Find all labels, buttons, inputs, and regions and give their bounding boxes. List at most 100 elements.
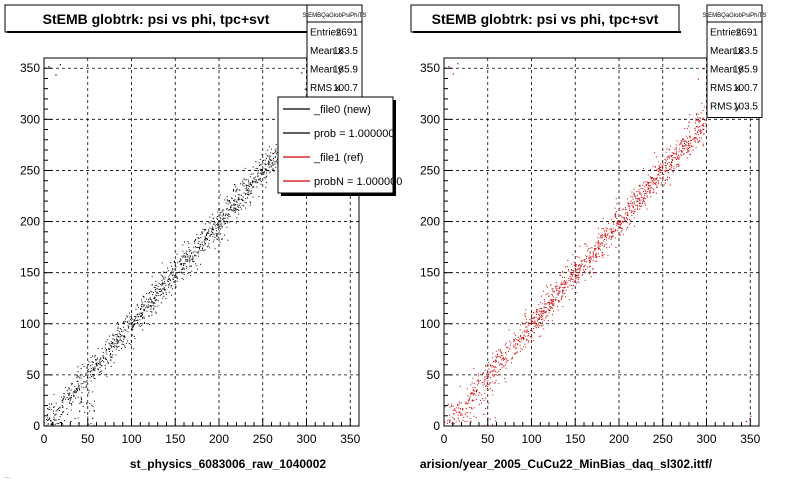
scatter-point	[91, 364, 93, 366]
scatter-point	[686, 137, 688, 139]
scatter-point	[610, 238, 612, 240]
scatter-point	[129, 316, 131, 318]
legend-label: probN = 1.000000	[314, 176, 402, 188]
scatter-point	[78, 389, 80, 391]
scatter-point	[243, 182, 245, 184]
scatter-point	[173, 280, 175, 282]
scatter-point	[530, 329, 532, 331]
scatter-point	[484, 380, 486, 382]
scatter-point	[479, 392, 481, 394]
scatter-point	[667, 156, 669, 158]
scatter-point	[698, 137, 700, 139]
scatter-point	[586, 266, 588, 268]
scatter-point	[680, 143, 682, 145]
scatter-point	[165, 285, 167, 287]
scatter-point	[144, 308, 146, 310]
scatter-point	[55, 74, 57, 76]
scatter-point	[578, 273, 580, 275]
scatter-point	[540, 311, 542, 313]
scatter-point	[458, 407, 460, 409]
scatter-point	[263, 177, 265, 179]
scatter-point	[703, 133, 705, 135]
scatter-point	[492, 394, 494, 396]
scatter-point	[186, 267, 188, 269]
scatter-point	[152, 292, 154, 294]
scatter-point	[483, 413, 485, 415]
scatter-point	[175, 266, 177, 268]
scatter-point	[452, 409, 454, 411]
scatter-point	[134, 316, 136, 318]
scatter-point	[204, 229, 206, 231]
scatter-point	[544, 311, 546, 313]
scatter-point	[236, 201, 238, 203]
scatter-point	[63, 396, 65, 398]
scatter-point	[697, 141, 699, 143]
scatter-point	[228, 213, 230, 215]
scatter-point	[147, 299, 149, 301]
scatter-point	[681, 144, 683, 146]
scatter-point	[580, 263, 582, 265]
scatter-point	[664, 165, 666, 167]
scatter-point	[174, 284, 176, 286]
scatter-point	[457, 414, 459, 416]
scatter-point	[602, 234, 604, 236]
scatter-point	[562, 287, 564, 289]
scatter-point	[543, 290, 545, 292]
scatter-point	[664, 158, 666, 160]
scatter-point	[520, 350, 522, 352]
scatter-point	[59, 406, 61, 408]
scatter-point	[524, 343, 526, 345]
scatter-point	[101, 348, 103, 350]
scatter-point	[155, 312, 157, 314]
scatter-point	[128, 323, 130, 325]
scatter-point	[567, 286, 569, 288]
scatter-point	[168, 284, 170, 286]
scatter-point	[612, 221, 614, 223]
scatter-point	[533, 317, 535, 319]
x-tick-label: 200	[209, 432, 229, 446]
scatter-point	[235, 222, 237, 224]
scatter-point	[526, 326, 528, 328]
scatter-point	[199, 243, 201, 245]
scatter-point	[505, 353, 507, 355]
scatter-point	[53, 410, 55, 412]
scatter-point	[575, 271, 577, 273]
scatter-point	[49, 406, 51, 408]
scatter-point	[108, 350, 110, 352]
scatter-point	[132, 323, 134, 325]
scatter-point	[146, 310, 148, 312]
scatter-point	[207, 245, 209, 247]
scatter-point	[565, 281, 567, 283]
scatter-point	[140, 315, 142, 317]
scatter-point	[600, 234, 602, 236]
scatter-point	[657, 161, 659, 163]
scatter-point	[144, 304, 146, 306]
scatter-point	[577, 278, 579, 280]
scatter-point	[584, 272, 586, 274]
scatter-point	[502, 359, 504, 361]
scatter-point	[659, 168, 661, 170]
scatter-point	[69, 393, 71, 395]
scatter-point	[602, 255, 604, 257]
scatter-point	[183, 264, 185, 266]
scatter-point	[266, 155, 268, 157]
scatter-point	[655, 181, 657, 183]
scatter-point	[157, 305, 159, 307]
scatter-point	[184, 263, 186, 265]
scatter-point	[465, 401, 467, 403]
x-tick-label: 0	[41, 432, 48, 446]
scatter-point	[203, 240, 205, 242]
scatter-point	[145, 306, 147, 308]
scatter-point	[545, 317, 547, 319]
scatter-point	[52, 424, 54, 426]
scatter-point	[527, 335, 529, 337]
scatter-point	[97, 357, 99, 359]
scatter-point	[588, 258, 590, 260]
scatter-point	[579, 269, 581, 271]
scatter-point	[200, 237, 202, 239]
scatter-point	[482, 397, 484, 399]
scatter-point	[515, 343, 517, 345]
scatter-point	[633, 201, 635, 203]
scatter-point	[533, 327, 535, 329]
scatter-point	[505, 360, 507, 362]
